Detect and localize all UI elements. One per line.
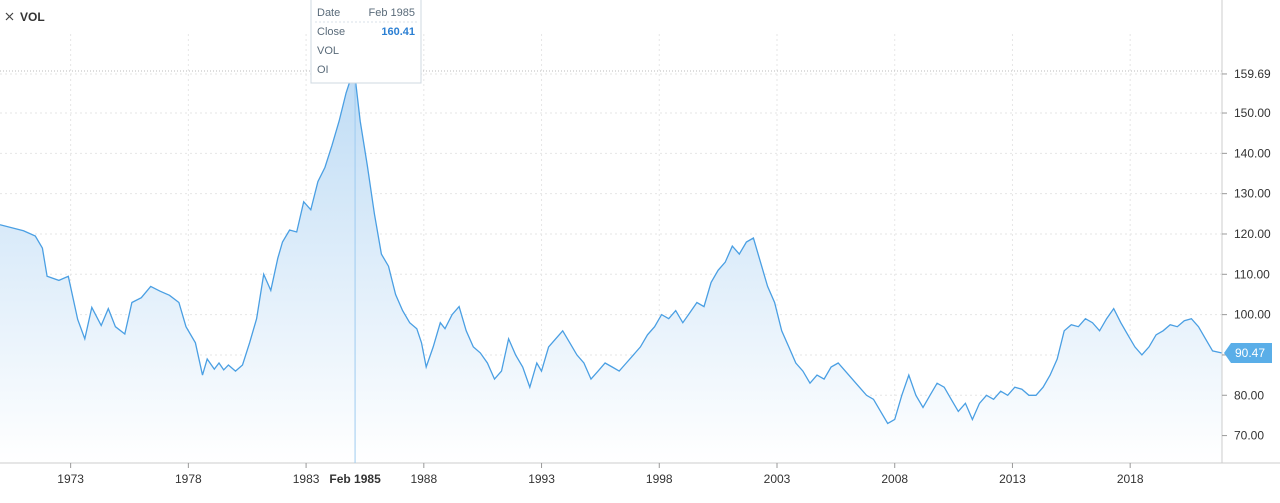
y-tick-label: 130.00 bbox=[1234, 187, 1271, 201]
y-tick-label: 140.00 bbox=[1234, 146, 1271, 160]
x-tick-label: 1983 bbox=[293, 472, 320, 486]
x-tick-label: 1998 bbox=[646, 472, 673, 486]
y-axis-ticks: 70.0080.0090.00100.00110.00120.00130.001… bbox=[1222, 67, 1271, 443]
y-tick-label: 120.00 bbox=[1234, 227, 1271, 241]
x-tick-label: 2013 bbox=[999, 472, 1026, 486]
crosshair-date-label: Feb 1985 bbox=[329, 472, 381, 486]
axes bbox=[0, 0, 1280, 464]
tooltip-key: VOL bbox=[317, 45, 339, 57]
tooltip-key: Close bbox=[317, 26, 345, 38]
x-axis-ticks: 1973 1978 1983 1988 1993 1998 2003 2008 2013 2018 bbox=[57, 463, 1144, 486]
y-tick-label: 100.00 bbox=[1234, 308, 1271, 322]
tooltip: Date Feb 1985 Close 160.41 VOL OI bbox=[310, 0, 422, 84]
last-value-badge bbox=[1224, 343, 1272, 364]
legend-label: VOL bbox=[20, 10, 45, 24]
series-area-fill bbox=[0, 71, 1222, 463]
y-tick-label: 80.00 bbox=[1234, 388, 1264, 402]
x-tick-label: 2018 bbox=[1117, 472, 1144, 486]
x-tick-label: 1988 bbox=[410, 472, 437, 486]
tooltip-value: Feb 1985 bbox=[369, 7, 415, 19]
y-tick-label: 159.69 bbox=[1234, 67, 1271, 81]
close-icon[interactable] bbox=[5, 12, 14, 21]
last-value-label: 90.47 bbox=[1235, 346, 1265, 360]
tooltip-key: Date bbox=[317, 7, 340, 19]
tooltip-value: 160.41 bbox=[381, 26, 415, 38]
x-tick-label: 2003 bbox=[764, 472, 791, 486]
y-tick-label: 150.00 bbox=[1234, 106, 1271, 120]
x-tick-label: 2008 bbox=[881, 472, 908, 486]
last-value-marker: 90.47 bbox=[1224, 343, 1272, 364]
grid-lines bbox=[0, 34, 1222, 463]
tooltip-key: OI bbox=[317, 64, 329, 76]
x-tick-label: 1978 bbox=[175, 472, 202, 486]
series-line-group bbox=[0, 68, 1223, 425]
y-tick-label: 110.00 bbox=[1234, 267, 1270, 281]
x-tick-label: 1993 bbox=[528, 472, 555, 486]
tooltip-box bbox=[310, 0, 422, 84]
series-line bbox=[0, 68, 1223, 425]
series-area bbox=[0, 71, 1222, 463]
y-tick-label: 70.00 bbox=[1234, 429, 1264, 443]
x-tick-label: 1973 bbox=[57, 472, 84, 486]
crosshair: Feb 1985 bbox=[0, 24, 1222, 486]
legend[interactable]: VOL bbox=[5, 10, 45, 24]
